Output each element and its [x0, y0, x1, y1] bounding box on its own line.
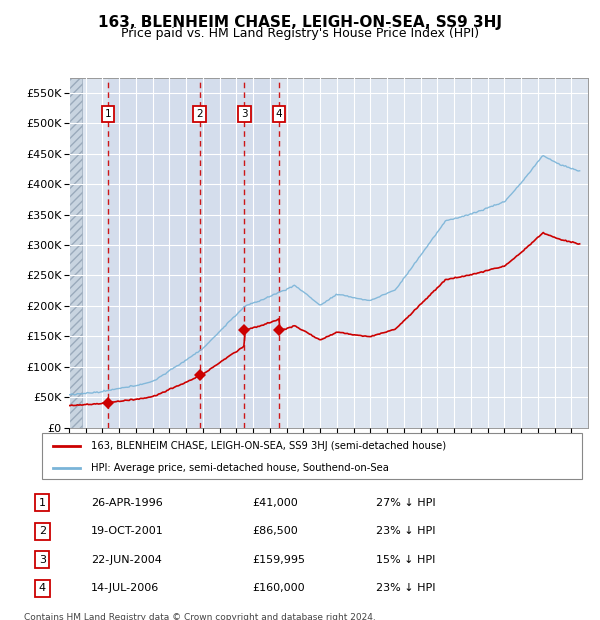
Text: 23% ↓ HPI: 23% ↓ HPI	[376, 526, 435, 536]
Bar	[108, 78, 279, 428]
Text: 27% ↓ HPI: 27% ↓ HPI	[376, 498, 435, 508]
Text: 1: 1	[39, 498, 46, 508]
Text: Contains HM Land Registry data © Crown copyright and database right 2024.
This d: Contains HM Land Registry data © Crown c…	[24, 613, 376, 620]
Text: 2: 2	[196, 109, 203, 119]
Text: 23% ↓ HPI: 23% ↓ HPI	[376, 583, 435, 593]
Text: 163, BLENHEIM CHASE, LEIGH-ON-SEA, SS9 3HJ: 163, BLENHEIM CHASE, LEIGH-ON-SEA, SS9 3…	[98, 16, 502, 30]
Text: £160,000: £160,000	[253, 583, 305, 593]
Text: 2: 2	[39, 526, 46, 536]
Text: 3: 3	[241, 109, 248, 119]
Text: 163, BLENHEIM CHASE, LEIGH-ON-SEA, SS9 3HJ (semi-detached house): 163, BLENHEIM CHASE, LEIGH-ON-SEA, SS9 3…	[91, 441, 446, 451]
Text: £41,000: £41,000	[253, 498, 299, 508]
Text: 15% ↓ HPI: 15% ↓ HPI	[376, 555, 435, 565]
Text: 4: 4	[39, 583, 46, 593]
FancyBboxPatch shape	[42, 433, 582, 479]
Text: £159,995: £159,995	[253, 555, 306, 565]
Text: £86,500: £86,500	[253, 526, 299, 536]
Text: 19-OCT-2001: 19-OCT-2001	[91, 526, 164, 536]
Bar	[69, 78, 82, 428]
Text: Price paid vs. HM Land Registry's House Price Index (HPI): Price paid vs. HM Land Registry's House …	[121, 27, 479, 40]
Text: 22-JUN-2004: 22-JUN-2004	[91, 555, 162, 565]
Text: 26-APR-1996: 26-APR-1996	[91, 498, 163, 508]
Text: 4: 4	[275, 109, 282, 119]
Text: 1: 1	[104, 109, 111, 119]
Text: HPI: Average price, semi-detached house, Southend-on-Sea: HPI: Average price, semi-detached house,…	[91, 463, 388, 472]
Text: 14-JUL-2006: 14-JUL-2006	[91, 583, 159, 593]
Text: 3: 3	[39, 555, 46, 565]
